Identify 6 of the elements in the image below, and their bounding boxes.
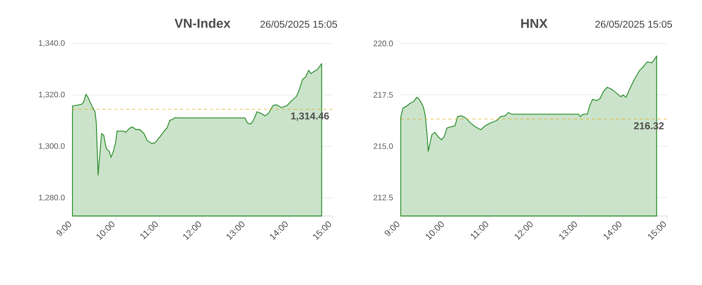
chart-title: HNX <box>521 19 548 28</box>
x-tick-label: 9:00 <box>384 221 400 236</box>
chart-subtitle: 26/05/2025 15:05 <box>595 20 672 28</box>
x-tick-label: 9:00 <box>56 221 72 236</box>
chart-subtitle: 26/05/2025 15:05 <box>260 20 338 28</box>
chart-title: VN-Index <box>174 18 230 28</box>
